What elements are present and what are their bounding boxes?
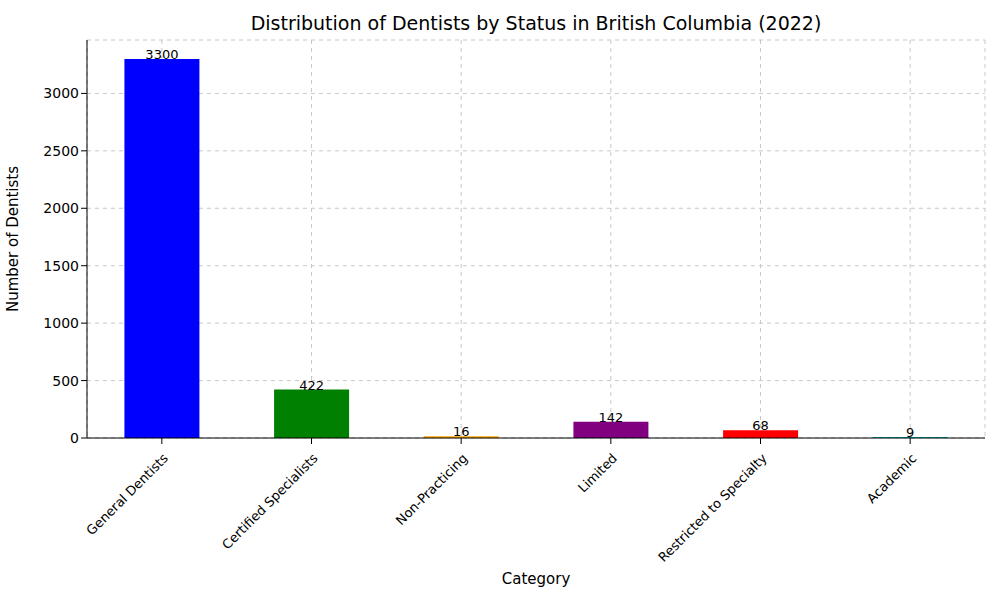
svg-text:Academic: Academic <box>864 451 919 506</box>
svg-text:1500: 1500 <box>43 258 79 274</box>
svg-text:Number of Dentists: Number of Dentists <box>8 166 22 312</box>
svg-text:Category: Category <box>502 570 571 588</box>
svg-text:Certified Specialists: Certified Specialists <box>219 450 321 552</box>
svg-text:0: 0 <box>70 430 79 446</box>
svg-text:9: 9 <box>906 425 914 440</box>
svg-text:Limited: Limited <box>575 451 620 496</box>
svg-text:General Dentists: General Dentists <box>83 450 171 538</box>
svg-text:16: 16 <box>453 424 470 439</box>
svg-text:142: 142 <box>599 410 624 425</box>
svg-text:Restricted to Specialty: Restricted to Specialty <box>655 450 770 565</box>
svg-text:3000: 3000 <box>43 85 79 101</box>
svg-text:68: 68 <box>752 418 769 433</box>
svg-text:500: 500 <box>52 373 79 389</box>
html-text:Distribution of Dentists by St: Distribution of Dentists by Status in Br… <box>250 12 822 34</box>
svg-text:2000: 2000 <box>43 200 79 216</box>
svg-text:1000: 1000 <box>43 315 79 331</box>
svg-text:Non-Practicing: Non-Practicing <box>393 451 471 529</box>
svg-text:2500: 2500 <box>43 143 79 159</box>
svg-text:3300: 3300 <box>145 47 178 62</box>
svg-text:422: 422 <box>299 378 324 393</box>
